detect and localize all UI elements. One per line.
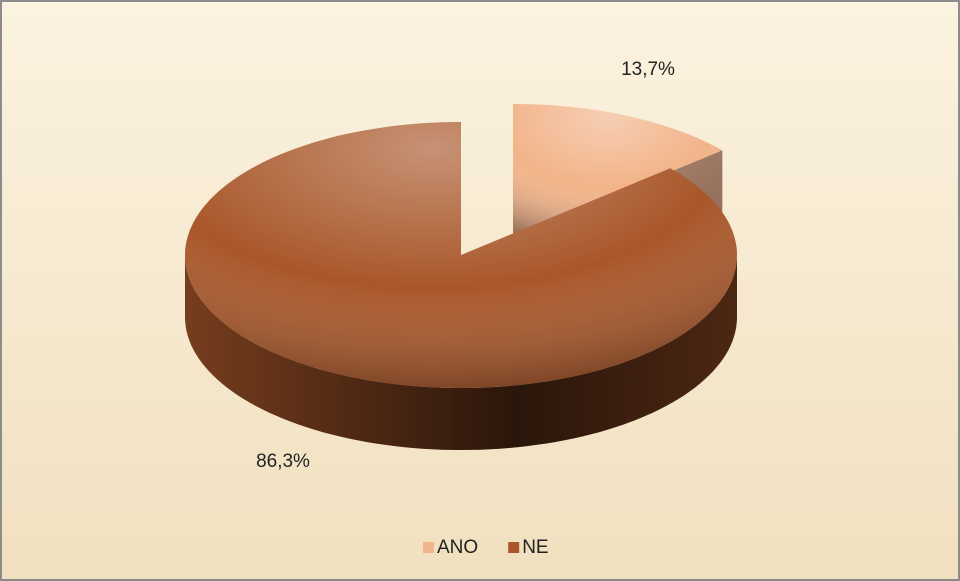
pie	[185, 104, 737, 450]
legend-label: ANO	[437, 537, 478, 558]
data-label: 13,7%	[621, 59, 675, 80]
pie-slice	[185, 122, 737, 450]
legend-label: NE	[522, 537, 548, 558]
legend: ANO NE	[423, 537, 549, 558]
slice-wall-shade	[185, 255, 737, 450]
slice-top-shade	[185, 122, 737, 388]
legend-swatch	[423, 542, 434, 553]
legend-swatch	[508, 542, 520, 553]
data-label: 86,3%	[256, 451, 310, 472]
slice-top-shade	[513, 104, 723, 237]
